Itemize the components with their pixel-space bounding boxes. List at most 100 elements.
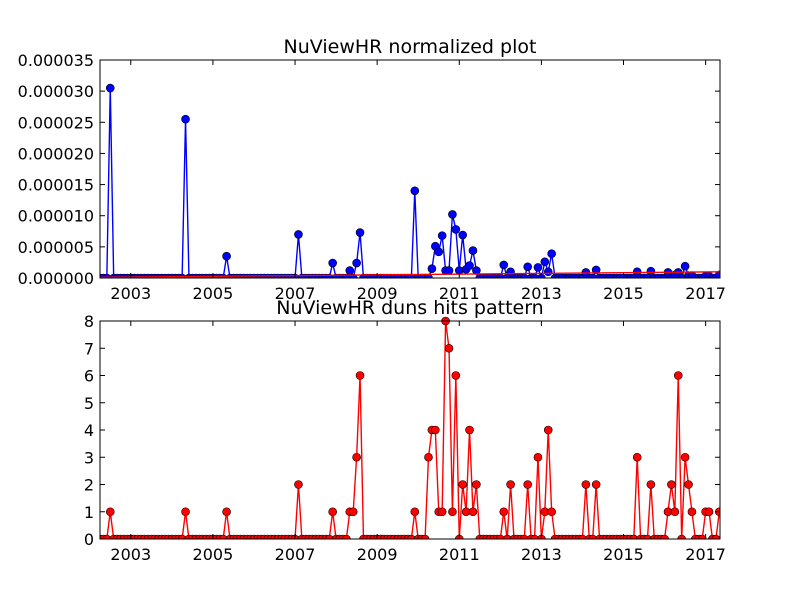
data-point [697, 534, 707, 539]
data-point [629, 534, 639, 539]
data-point [680, 452, 690, 462]
y-tick-label: 0.000010 [18, 207, 94, 226]
data-point [499, 507, 509, 517]
data-point [448, 210, 457, 219]
plot-area [100, 321, 720, 539]
data-point [523, 480, 533, 489]
data-point [547, 507, 556, 517]
y-tick-label: 6 [84, 367, 94, 386]
y-tick-label: 4 [84, 421, 94, 440]
x-tick-label: 2013 [521, 545, 562, 564]
data-point [294, 480, 303, 489]
data-point [543, 425, 553, 435]
data-point [444, 343, 454, 353]
data-point [105, 83, 115, 93]
data-point [670, 507, 680, 517]
data-point [523, 262, 533, 272]
data-point [451, 225, 461, 234]
x-tick-label: 2015 [603, 545, 644, 564]
y-tick-label: 0.000035 [18, 51, 94, 70]
data-point [352, 258, 361, 268]
y-tick-label: 0.000020 [18, 144, 94, 163]
data-point [434, 247, 444, 257]
data-point [465, 425, 474, 435]
y-tick-label: 2 [84, 476, 94, 495]
data-point [496, 534, 505, 539]
data-point [410, 507, 420, 517]
data-point [680, 261, 690, 271]
data-point [591, 480, 601, 489]
data-point [499, 260, 509, 270]
data-point [506, 480, 515, 489]
data-point [328, 258, 337, 268]
data-point [102, 534, 112, 539]
data-point [632, 452, 642, 462]
chart-title: NuViewHR normalized plot [284, 36, 537, 58]
data-point [677, 273, 686, 278]
data-point [468, 246, 478, 255]
data-point [451, 371, 461, 380]
data-point [355, 228, 365, 237]
plot-content [100, 316, 720, 539]
data-point [533, 263, 543, 272]
data-point [519, 534, 529, 539]
data-point [177, 534, 187, 539]
data-point [667, 480, 676, 489]
data-point [711, 534, 720, 539]
data-point [660, 534, 669, 539]
axes-frame [99, 59, 721, 279]
data-point [458, 230, 467, 240]
x-tick-label: 2005 [193, 545, 234, 564]
x-tick-label: 2009 [357, 284, 398, 303]
y-tick-label: 1 [84, 503, 94, 522]
plot-area [100, 60, 720, 278]
x-tick-label: 2015 [603, 284, 644, 303]
y-tick-label: 0 [84, 530, 94, 549]
data-point [581, 480, 591, 489]
y-tick-label: 0.000005 [18, 238, 94, 257]
data-point [181, 507, 190, 517]
y-tick-label: 7 [84, 339, 94, 358]
data-point [673, 371, 683, 380]
data-point [427, 264, 437, 273]
y-tick-label: 0.000025 [18, 113, 94, 132]
data-point [646, 480, 656, 489]
x-tick-label: 2011 [439, 284, 480, 303]
bottom-chart-panel: 2003 2005 2007 2009 2011 2013 2015 2017 0 1 2 3 4 5 6 7… [84, 297, 726, 564]
data-point [533, 452, 543, 462]
x-tick-label: 2005 [193, 284, 234, 303]
data-point [355, 371, 365, 380]
data-point [410, 186, 420, 196]
x-tick-label: 2009 [357, 545, 398, 564]
data-point [352, 452, 361, 462]
chart-title: NuViewHR duns hits pattern [276, 297, 543, 319]
data-point [437, 507, 447, 517]
data-point [328, 507, 337, 517]
data-point [687, 507, 697, 517]
y-tick-label: 3 [84, 448, 94, 467]
data-point [643, 534, 652, 539]
data-point [472, 480, 481, 489]
data-point [646, 266, 656, 276]
x-tick-label: 2017 [685, 284, 726, 303]
y-tick-label: 5 [84, 394, 94, 413]
data-point [444, 266, 454, 275]
plot-content [100, 83, 720, 278]
x-tick-label: 2003 [110, 545, 151, 564]
x-tick-label: 2011 [439, 545, 480, 564]
data-point [294, 230, 303, 239]
data-point [588, 534, 598, 539]
series-line [100, 271, 720, 278]
x-tick-label: 2017 [685, 545, 726, 564]
data-point [424, 452, 433, 462]
y-tick-label: 8 [84, 312, 94, 331]
data-point [407, 534, 416, 539]
data-point [468, 507, 478, 517]
y-tick-label: 0.000000 [18, 269, 94, 288]
data-point [222, 251, 231, 261]
data-point [465, 261, 474, 270]
data-point [715, 270, 720, 278]
data-point [431, 425, 440, 435]
data-point [342, 534, 351, 539]
